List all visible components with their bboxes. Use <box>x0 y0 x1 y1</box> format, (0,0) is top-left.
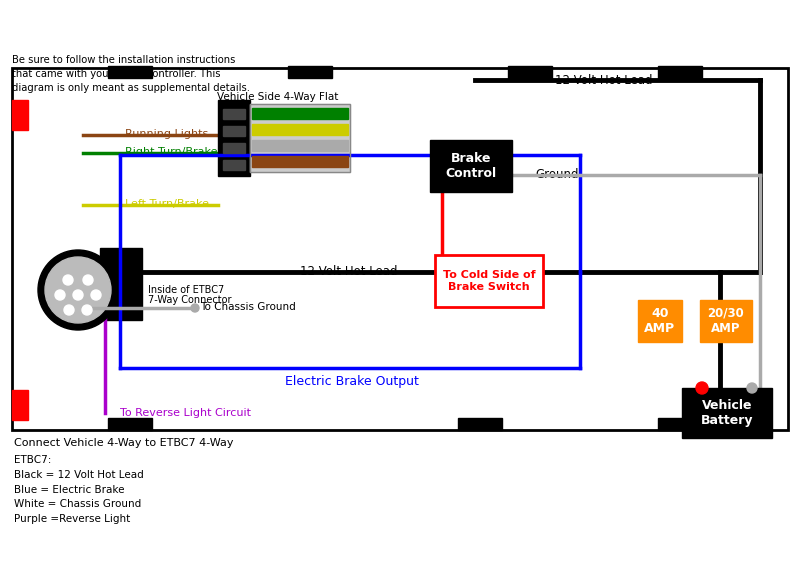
Circle shape <box>64 305 74 315</box>
Bar <box>252 124 348 135</box>
Bar <box>223 109 245 119</box>
Circle shape <box>91 290 101 300</box>
Bar <box>682 388 772 438</box>
Bar <box>223 126 245 136</box>
Text: ETBC7:
Black = 12 Volt Hot Lead
Blue = Electric Brake
White = Chassis Ground
Pur: ETBC7: Black = 12 Volt Hot Lead Blue = E… <box>14 455 144 524</box>
Text: Left Turn/Brake: Left Turn/Brake <box>125 199 209 209</box>
Text: 7-Way Connector: 7-Way Connector <box>148 295 231 305</box>
Text: To Chassis Ground: To Chassis Ground <box>200 302 296 312</box>
Circle shape <box>45 257 111 323</box>
Circle shape <box>191 304 199 312</box>
Text: Vehicle
Battery: Vehicle Battery <box>701 399 754 427</box>
Bar <box>250 104 350 172</box>
Bar <box>108 66 152 78</box>
Bar <box>658 66 702 78</box>
Text: Right Turn/Brake: Right Turn/Brake <box>125 147 218 157</box>
Bar <box>12 390 28 420</box>
Text: Inside of ETBC7: Inside of ETBC7 <box>148 285 224 295</box>
Circle shape <box>73 290 83 300</box>
Bar <box>508 66 552 78</box>
Text: Electric Brake Output: Electric Brake Output <box>285 375 419 388</box>
Text: Brake
Control: Brake Control <box>446 152 497 180</box>
Bar <box>430 140 512 192</box>
Text: To Reverse Light Circuit: To Reverse Light Circuit <box>120 408 251 418</box>
Text: 12 Volt Hot Lead: 12 Volt Hot Lead <box>300 265 398 278</box>
Text: 12 Volt Hot Lead: 12 Volt Hot Lead <box>555 74 653 87</box>
Circle shape <box>55 290 65 300</box>
Bar <box>252 156 348 167</box>
Circle shape <box>63 275 73 285</box>
Bar <box>218 100 250 176</box>
Bar <box>288 66 332 78</box>
Bar <box>252 140 348 151</box>
Bar <box>250 104 350 172</box>
Text: Ground: Ground <box>535 168 578 181</box>
Text: Running Lights: Running Lights <box>125 129 208 139</box>
Bar <box>108 418 152 430</box>
Bar <box>252 108 348 119</box>
Bar <box>223 160 245 170</box>
Circle shape <box>83 275 93 285</box>
Text: 20/30
AMP: 20/30 AMP <box>708 307 744 335</box>
Bar <box>100 248 142 320</box>
Bar <box>435 255 543 307</box>
Text: Vehicle Side 4-Way Flat: Vehicle Side 4-Way Flat <box>218 92 338 102</box>
Bar <box>458 418 502 430</box>
Text: Be sure to follow the installation instructions
that came with your brake contro: Be sure to follow the installation instr… <box>12 55 250 93</box>
Circle shape <box>38 250 118 330</box>
Text: To Cold Side of
Brake Switch: To Cold Side of Brake Switch <box>442 270 535 292</box>
Bar <box>12 100 28 130</box>
Text: 40
AMP: 40 AMP <box>645 307 675 335</box>
Bar <box>638 300 682 342</box>
Bar <box>12 68 788 430</box>
Bar <box>700 300 752 342</box>
Circle shape <box>696 382 708 394</box>
Circle shape <box>82 305 92 315</box>
Circle shape <box>747 383 757 393</box>
Bar <box>223 143 245 153</box>
Bar <box>658 418 702 430</box>
Text: Connect Vehicle 4-Way to ETBC7 4-Way: Connect Vehicle 4-Way to ETBC7 4-Way <box>14 438 234 448</box>
